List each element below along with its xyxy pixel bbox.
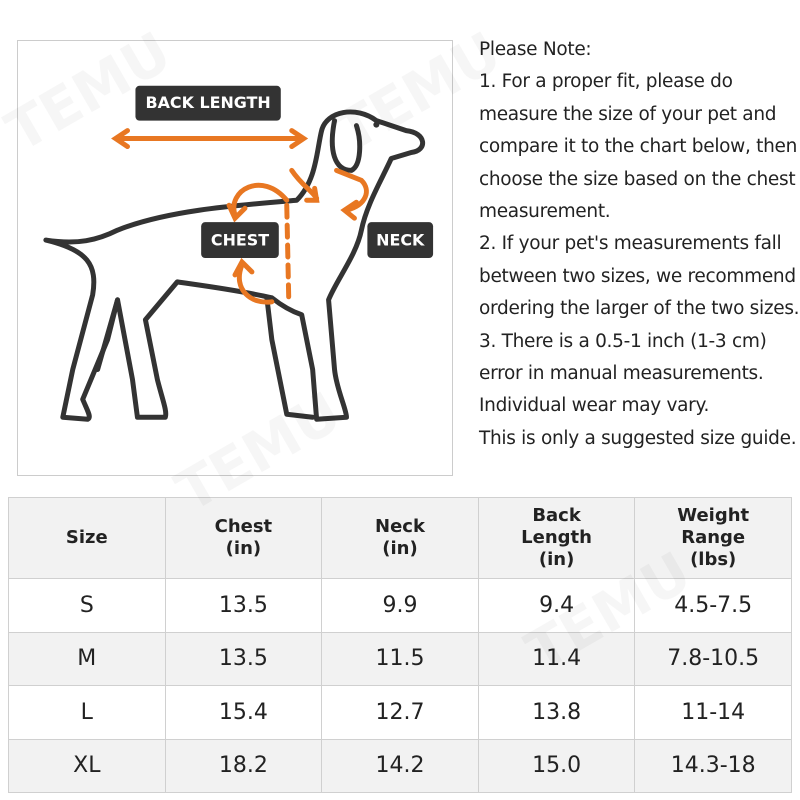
header-line: (in) [382, 538, 418, 559]
table-row: M 13.5 11.5 11.4 7.8-10.5 [8, 631, 792, 686]
header-row: Size Chest (in) Neck (in) Back Length (in) Weigh… [8, 497, 792, 579]
header-cell: Weight Range (lbs) [634, 497, 792, 579]
header-line: Weight [677, 505, 750, 526]
label-back-length: BACK LENGTH [135, 85, 281, 121]
label: NECK [376, 231, 425, 250]
table-cell: 11.5 [321, 631, 479, 686]
table-cell: 11.4 [477, 631, 636, 686]
header-line: Size [65, 527, 108, 548]
table-cell: 11-14 [634, 685, 792, 740]
dog-diagram: BACK LENGTH CHEST NECK [17, 40, 453, 476]
header-line: (lbs) [690, 549, 737, 570]
table-cell: 14.2 [321, 738, 479, 793]
table-cell: XL [8, 738, 166, 793]
table-cell: 9.4 [477, 578, 636, 633]
label: BACK LENGTH [146, 93, 271, 112]
table-cell: L [8, 685, 166, 740]
note-paragraph: 2. If your pet's measurements fall betwe… [479, 233, 800, 320]
table-cell: 18.2 [164, 738, 323, 793]
header-line: Chest [214, 516, 273, 537]
header-line: (in) [225, 538, 262, 559]
table-row: L 15.4 12.7 13.8 11-14 [8, 685, 792, 740]
size-table: Size Chest (in) Neck (in) Back Length (in) Weigh… [8, 497, 792, 793]
header-line: Range [681, 527, 746, 548]
header-line: (in) [538, 549, 575, 570]
table-row: S 13.5 9.9 9.4 4.5-7.5 [8, 578, 792, 633]
header-cell: Back Length (in) [477, 497, 636, 579]
table-cell: 15.0 [477, 738, 636, 793]
header-cell: Chest (in) [164, 497, 323, 579]
header-line: Neck [375, 516, 425, 537]
note-title: Please Note: [479, 39, 592, 60]
table-row: XL 18.2 14.2 15.0 14.3-18 [8, 738, 792, 793]
table-cell: 13.8 [477, 685, 636, 740]
note: Please Note: 1. For a proper fit, please … [479, 34, 800, 455]
note-paragraph: Individual wear may vary. [479, 395, 710, 417]
note-paragraph: 3. There is a 0.5-1 inch (1-3 cm) error … [479, 330, 767, 385]
table-cell: M [8, 631, 166, 686]
table-cell: 14.3-18 [634, 738, 792, 793]
table-cell: 7.8-10.5 [634, 631, 792, 686]
header-line: Back [532, 505, 581, 526]
table-cell: 15.4 [164, 685, 323, 740]
header-line: Length [521, 527, 592, 548]
label-chest: CHEST [201, 222, 279, 258]
table-cell: 13.5 [164, 578, 323, 633]
table-cell: 4.5-7.5 [634, 578, 792, 633]
label: CHEST [211, 231, 269, 250]
header-cell: Neck (in) [321, 497, 479, 579]
header-cell: Size [8, 497, 166, 579]
label-neck: NECK [367, 222, 434, 258]
note-paragraph: This is only a suggested size guide. [479, 427, 797, 449]
table-cell: S [8, 578, 166, 633]
note-paragraph: 1. For a proper fit, please do measure t… [479, 71, 798, 223]
dog-outline [43, 109, 425, 422]
table-cell: 12.7 [321, 685, 479, 740]
table-cell: 13.5 [164, 631, 323, 686]
measure-arrows [111, 128, 369, 305]
table-cell: 9.9 [321, 578, 479, 633]
